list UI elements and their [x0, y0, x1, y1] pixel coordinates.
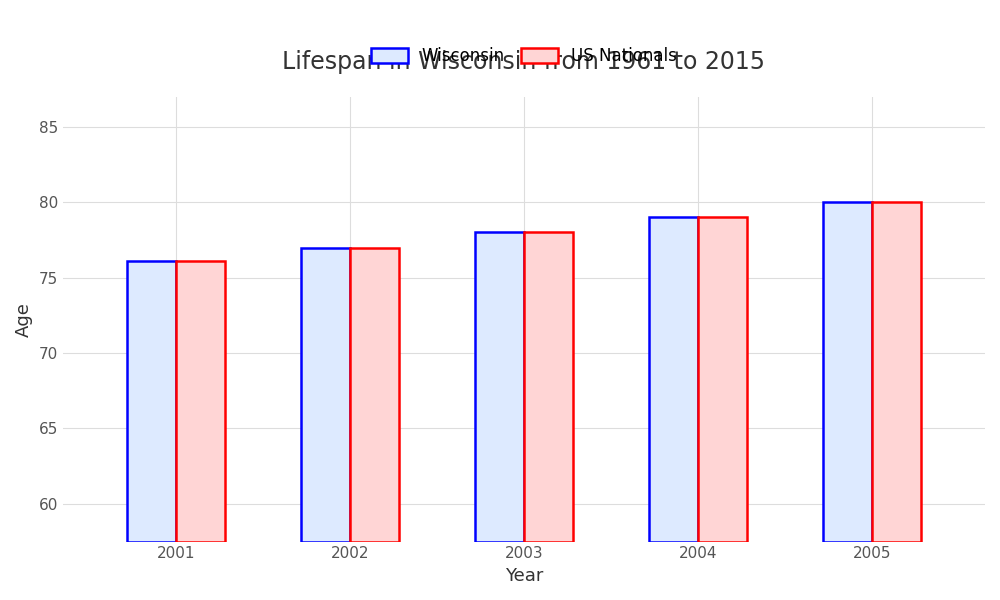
Title: Lifespan in Wisconsin from 1961 to 2015: Lifespan in Wisconsin from 1961 to 2015 [282, 50, 765, 74]
Bar [176, 261, 225, 542]
Legend: Wisconsin, US Nationals: Wisconsin, US Nationals [371, 47, 677, 65]
Bar [872, 202, 921, 542]
Bar [475, 232, 524, 542]
X-axis label: Year: Year [505, 567, 543, 585]
Bar [823, 202, 872, 542]
Y-axis label: Age: Age [15, 302, 33, 337]
Bar [698, 217, 747, 542]
Bar [301, 248, 350, 542]
Bar [649, 217, 698, 542]
Bar [524, 232, 573, 542]
Bar [350, 248, 399, 542]
Bar [127, 261, 176, 542]
